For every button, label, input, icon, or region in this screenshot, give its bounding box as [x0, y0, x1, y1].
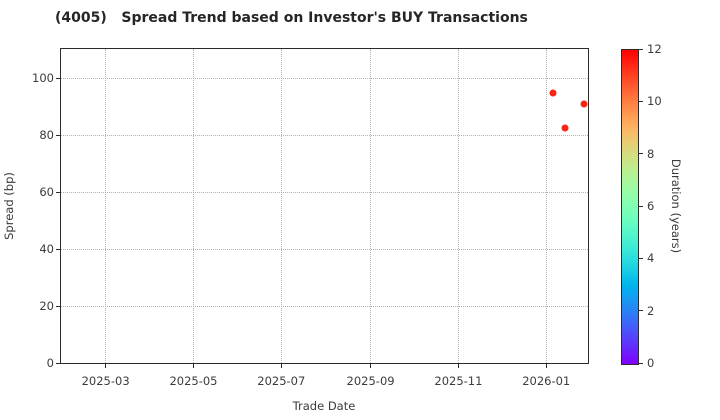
colorbar-tick-mark — [639, 48, 643, 50]
x-tick-label: 2026-01 — [522, 374, 571, 388]
x-tick-label: 2025-05 — [169, 374, 218, 388]
colorbar-tick-mark — [639, 205, 643, 207]
colorbar-tick-mark — [639, 310, 643, 312]
colorbar-tick-label: 6 — [647, 199, 655, 213]
x-gridline — [192, 49, 194, 363]
x-gridline — [545, 49, 547, 363]
y-gridline — [61, 191, 588, 193]
chart-title: (4005) Spread Trend based on Investor's … — [55, 10, 528, 26]
colorbar-tick-label: 2 — [647, 303, 655, 318]
y-tick-mark — [56, 77, 60, 79]
x-gridline — [457, 49, 459, 363]
x-tick-mark — [545, 364, 547, 368]
x-gridline — [280, 49, 282, 363]
colorbar-gradient — [621, 49, 639, 365]
x-tick-mark — [192, 364, 194, 368]
x-tick-mark — [370, 364, 372, 368]
y-tick-mark — [56, 248, 60, 250]
y-tick-mark — [56, 191, 60, 193]
colorbar-tick-mark — [639, 362, 643, 364]
x-tick-label: 2025-11 — [434, 374, 483, 388]
colorbar-tick-label: 8 — [647, 146, 655, 161]
colorbar-tick-label: 0 — [647, 356, 655, 370]
scatter-point — [561, 124, 569, 132]
colorbar-label: Duration (years) — [669, 158, 683, 254]
colorbar-tick-mark — [639, 153, 643, 155]
x-gridline — [370, 49, 372, 363]
x-tick-mark — [280, 364, 282, 368]
y-tick-label: 60 — [39, 185, 54, 200]
x-tick-label: 2025-03 — [81, 374, 130, 388]
y-gridline — [61, 134, 588, 136]
y-tick-mark — [56, 305, 60, 307]
y-gridline — [61, 248, 588, 250]
colorbar-tick-mark — [639, 257, 643, 259]
x-tick-label: 2025-07 — [257, 374, 306, 388]
colorbar-tick-label: 12 — [647, 42, 662, 56]
y-tick-label: 100 — [32, 71, 54, 86]
y-tick-label: 0 — [46, 356, 54, 370]
colorbar-tick-mark — [639, 100, 643, 102]
y-tick-label: 40 — [39, 242, 54, 257]
scatter-point — [580, 100, 588, 108]
x-axis-label: Trade Date — [292, 399, 356, 413]
colorbar-tick-label: 4 — [647, 251, 655, 266]
x-tick-mark — [457, 364, 459, 368]
scatter-point — [549, 89, 557, 97]
y-tick-label: 80 — [39, 128, 54, 143]
y-tick-label: 20 — [39, 299, 54, 314]
x-tick-label: 2025-09 — [346, 374, 395, 388]
x-tick-mark — [105, 364, 107, 368]
y-gridline — [61, 305, 588, 307]
x-gridline — [105, 49, 107, 363]
colorbar-tick-label: 10 — [647, 94, 662, 109]
y-tick-mark — [56, 134, 60, 136]
y-axis-label: Spread (bp) — [2, 172, 16, 240]
y-gridline — [61, 77, 588, 79]
plot-area — [60, 48, 589, 364]
y-tick-mark — [56, 362, 60, 364]
